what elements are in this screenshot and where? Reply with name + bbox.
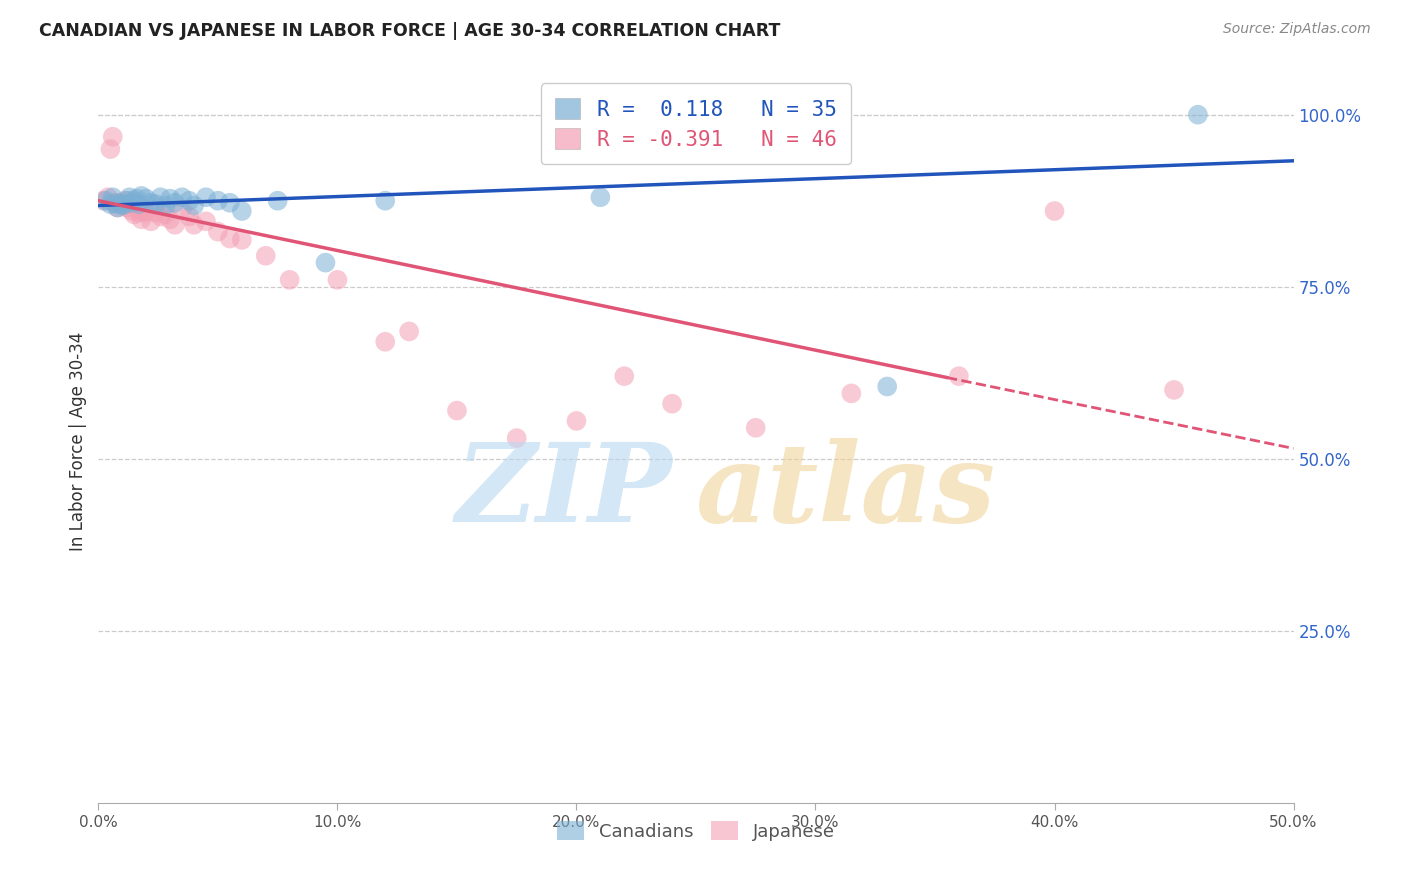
- Point: [124, 207, 146, 221]
- Point: [565, 414, 588, 428]
- Point: [876, 379, 898, 393]
- Point: [254, 249, 277, 263]
- Point: [125, 192, 148, 206]
- Point: [115, 194, 138, 208]
- Point: [1187, 108, 1209, 122]
- Point: [179, 194, 201, 208]
- Point: [506, 431, 529, 445]
- Point: [446, 403, 468, 417]
- Point: [374, 334, 396, 349]
- Point: [159, 192, 181, 206]
- Point: [108, 195, 131, 210]
- Point: [131, 189, 153, 203]
- Point: [195, 190, 218, 204]
- Text: ZIP: ZIP: [456, 438, 672, 546]
- Point: [128, 197, 150, 211]
- Point: [118, 190, 141, 204]
- Point: [231, 204, 253, 219]
- Point: [101, 129, 124, 144]
- Point: [613, 369, 636, 384]
- Point: [1043, 204, 1066, 219]
- Legend: Canadians, Japanese: Canadians, Japanese: [550, 814, 842, 848]
- Point: [135, 192, 157, 206]
- Point: [183, 198, 205, 212]
- Point: [107, 201, 129, 215]
- Point: [219, 195, 242, 210]
- Point: [278, 273, 301, 287]
- Point: [155, 198, 177, 212]
- Point: [374, 194, 396, 208]
- Point: [207, 194, 229, 208]
- Point: [179, 210, 201, 224]
- Point: [172, 202, 194, 217]
- Point: [115, 201, 138, 215]
- Point: [155, 207, 177, 221]
- Point: [172, 190, 194, 204]
- Point: [219, 231, 242, 245]
- Point: [104, 195, 127, 210]
- Y-axis label: In Labor Force | Age 30-34: In Labor Force | Age 30-34: [69, 332, 87, 551]
- Point: [97, 190, 120, 204]
- Point: [128, 205, 150, 219]
- Point: [841, 386, 863, 401]
- Point: [159, 212, 181, 227]
- Point: [107, 201, 129, 215]
- Point: [163, 195, 186, 210]
- Point: [101, 190, 124, 204]
- Point: [132, 204, 155, 219]
- Point: [114, 197, 136, 211]
- Point: [326, 273, 349, 287]
- Point: [149, 210, 172, 224]
- Point: [139, 195, 162, 210]
- Point: [121, 195, 143, 210]
- Text: atlas: atlas: [696, 438, 997, 546]
- Point: [111, 197, 134, 211]
- Point: [315, 255, 337, 269]
- Point: [111, 198, 134, 212]
- Point: [163, 218, 186, 232]
- Point: [398, 325, 420, 339]
- Point: [145, 205, 167, 219]
- Point: [207, 225, 229, 239]
- Point: [131, 212, 153, 227]
- Point: [183, 218, 205, 232]
- Point: [91, 194, 114, 208]
- Point: [98, 142, 122, 156]
- Point: [125, 197, 148, 211]
- Point: [267, 194, 290, 208]
- Point: [104, 197, 127, 211]
- Point: [124, 194, 146, 208]
- Point: [135, 205, 157, 219]
- Point: [195, 214, 218, 228]
- Point: [589, 190, 612, 204]
- Point: [145, 197, 167, 211]
- Point: [231, 233, 253, 247]
- Text: CANADIAN VS JAPANESE IN LABOR FORCE | AGE 30-34 CORRELATION CHART: CANADIAN VS JAPANESE IN LABOR FORCE | AG…: [39, 22, 780, 40]
- Point: [745, 421, 768, 435]
- Point: [661, 397, 683, 411]
- Point: [118, 197, 141, 211]
- Point: [94, 194, 117, 208]
- Point: [139, 214, 162, 228]
- Point: [1163, 383, 1185, 397]
- Point: [149, 190, 172, 204]
- Point: [98, 197, 122, 211]
- Point: [114, 194, 136, 208]
- Point: [108, 197, 131, 211]
- Point: [121, 204, 143, 219]
- Text: Source: ZipAtlas.com: Source: ZipAtlas.com: [1223, 22, 1371, 37]
- Point: [948, 369, 970, 384]
